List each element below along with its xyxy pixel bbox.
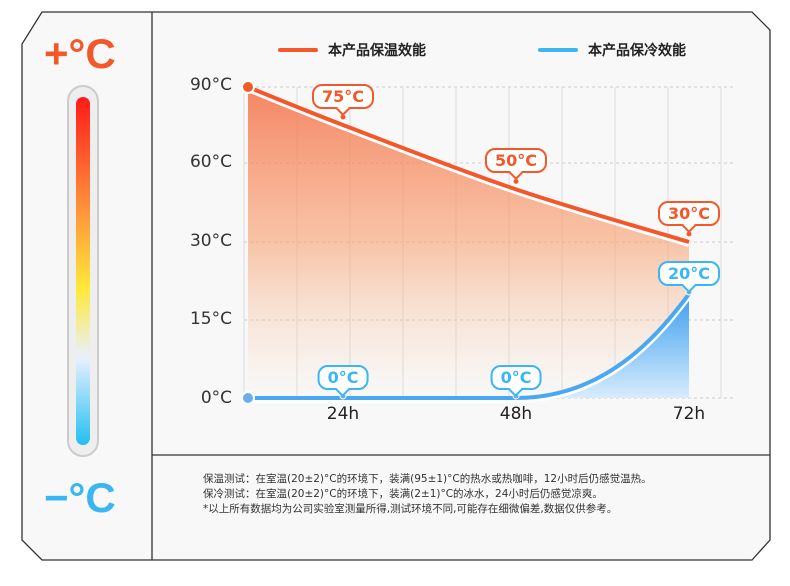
note-line: 保温测试：在室温(20±2)°C的环境下，装满(95±1)°C的热水或热咖啡，1… [203,473,652,485]
hot-data-label: 30°C [657,201,721,226]
y-tick: 90°C [189,75,232,95]
note-line: 保冷测试：在室温(20±2)°C的环境下，装满(2±1)°C的冰水，24小时后仍… [203,488,603,500]
hot-data-label: 50°C [484,148,548,174]
hot-area [248,87,689,398]
cold-data-label: 0°C [317,365,369,390]
y-tick: 0°C [200,388,232,408]
y-tick: 60°C [189,152,232,172]
hot-symbol: +°C [44,30,116,77]
cold-data-label: 20°C [657,261,721,286]
legend-swatch-hot [278,48,318,52]
legend-swatch-cold [538,48,578,52]
legend-label-hot: 本产品保温效能 [328,43,426,59]
cold-area [248,294,689,398]
test-notes: 保温测试：在室温(20±2)°C的环境下，装满(95±1)°C的热水或热咖啡，1… [203,472,652,517]
x-tick: 72h [672,404,706,424]
legend-label-cold: 本产品保冷效能 [588,43,686,59]
hot-data-label: 75°C [311,84,375,109]
hot-line [247,85,690,244]
cold-symbol: −°C [44,474,116,521]
legend-cold: 本产品保冷效能 [538,40,686,60]
note-line: *以上所有数据均为公司实验室测量所得,测试环境不同,可能存在细微偏差,数据仅供参… [203,503,618,515]
legend-hot: 本产品保温效能 [278,40,426,60]
y-tick: 15°C [189,309,232,329]
cold-data-label: 0°C [490,365,542,390]
y-tick: 30°C [189,231,232,251]
x-tick: 48h [499,404,533,424]
x-tick: 24h [326,404,360,424]
cold-data-point [241,391,255,405]
cold-line [248,292,691,400]
hot-data-point [241,80,255,94]
